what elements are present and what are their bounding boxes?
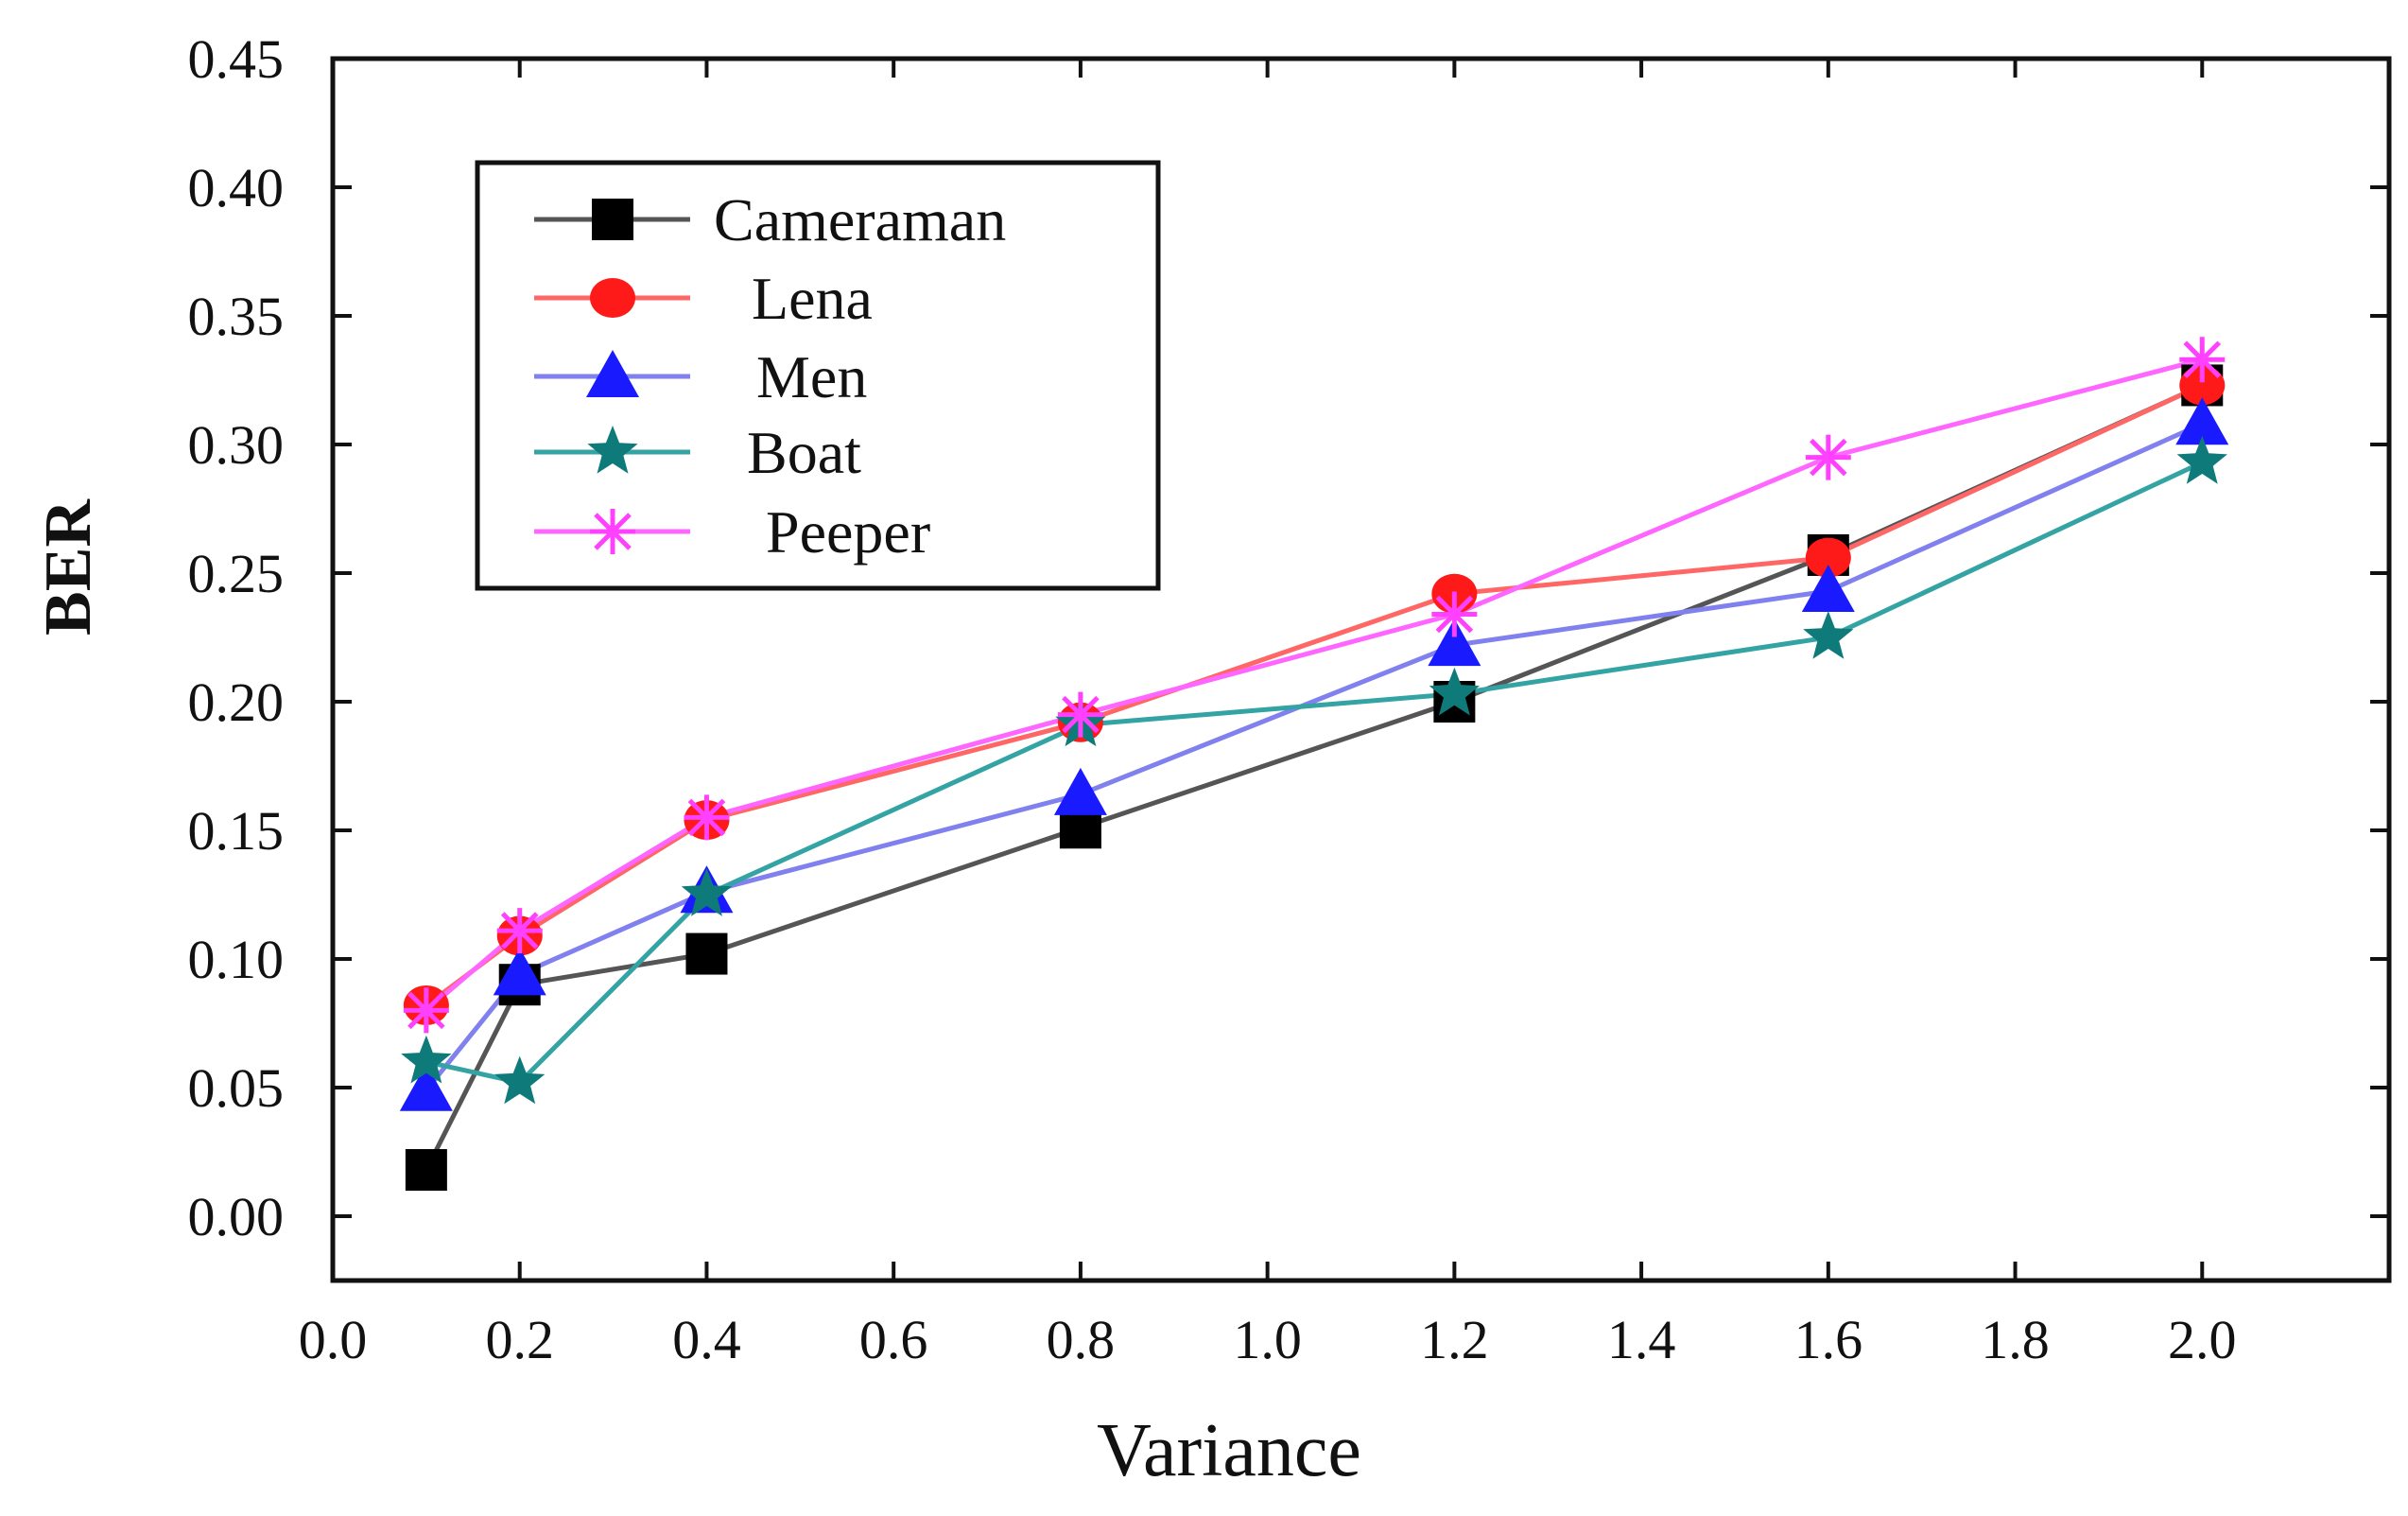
y-axis-title: BER: [32, 498, 105, 636]
legend-item-cameraman: Cameraman: [534, 186, 1006, 253]
legend-label: Men: [756, 343, 867, 410]
data-point-peeper: [1431, 591, 1478, 637]
legend: Cameraman Lena Men Boat Peeper: [475, 160, 1161, 591]
legend-item-boat: Boat: [534, 419, 861, 486]
y-tick-label: 0.15: [188, 800, 285, 862]
data-point-boat: [1429, 667, 1480, 716]
data-point-boat: [681, 868, 733, 916]
x-tick-label: 0.2: [485, 1309, 554, 1370]
data-point-peeper: [684, 794, 730, 841]
plot-frame: [330, 56, 2392, 1283]
legend-swatch-marker: [590, 509, 635, 554]
data-point-boat: [2176, 436, 2227, 484]
legend-item-peeper: Peeper: [534, 498, 930, 566]
data-point-men: [399, 1063, 453, 1111]
data-point-cameraman: [405, 1149, 447, 1192]
data-point-lena: [1805, 537, 1851, 578]
legend-label: Peeper: [766, 498, 930, 566]
legend-swatch-marker: [590, 278, 635, 318]
legend-swatch-marker: [587, 426, 638, 474]
legend-label: Lena: [752, 265, 873, 332]
y-tick-label: 0.20: [188, 671, 285, 733]
x-tick-label: 2.0: [2168, 1309, 2237, 1370]
data-point-boat: [494, 1055, 546, 1105]
legend-label: Cameraman: [714, 186, 1006, 253]
ticks: 0.0 0.2 0.4 0.6 0.8 1.0 1.2 1.4 1.6 1.8 2.0 0.00 0.0…: [188, 28, 2389, 1370]
y-tick-label: 0.35: [188, 286, 285, 347]
x-tick-label: 0.8: [1047, 1309, 1116, 1370]
data-point-peeper: [1057, 691, 1103, 738]
data-point-boat: [1803, 611, 1854, 659]
x-tick-label: 0.0: [299, 1309, 368, 1370]
data-point-boat: [401, 1035, 452, 1084]
x-tick-label: 1.8: [1981, 1309, 2050, 1370]
y-tick-label: 0.30: [188, 414, 285, 476]
data-point-peeper: [1805, 434, 1851, 480]
series-markers: [399, 337, 2229, 1192]
y-tick-label: 0.40: [188, 157, 285, 218]
y-tick-label: 0.10: [188, 929, 285, 990]
data-point-peeper: [403, 987, 449, 1034]
data-point-men: [1428, 619, 1481, 667]
data-point-cameraman: [685, 932, 728, 975]
y-tick-label: 0.00: [188, 1186, 285, 1247]
data-point-peeper: [2179, 337, 2226, 383]
y-tick-label: 0.05: [188, 1057, 285, 1119]
y-tick-label: 0.25: [188, 543, 285, 604]
data-point-lena: [2179, 365, 2226, 406]
x-axis-title: Variance: [1097, 1409, 1361, 1492]
data-point-peeper: [496, 908, 543, 954]
x-tick-label: 1.6: [1794, 1309, 1863, 1370]
legend-item-men: Men: [534, 343, 867, 410]
legend-label: Boat: [747, 419, 861, 486]
x-tick-label: 1.4: [1607, 1309, 1676, 1370]
legend-swatch-marker: [592, 199, 633, 240]
x-tick-label: 0.4: [672, 1309, 741, 1370]
data-point-men: [2175, 397, 2229, 445]
data-point-men: [1053, 767, 1107, 815]
y-tick-label: 0.45: [188, 28, 285, 90]
data-point-men: [493, 948, 546, 996]
legend-swatch-marker: [586, 350, 639, 397]
x-tick-label: 1.2: [1420, 1309, 1489, 1370]
legend-item-lena: Lena: [534, 265, 873, 332]
x-tick-label: 0.6: [859, 1309, 928, 1370]
x-tick-label: 1.0: [1233, 1309, 1302, 1370]
legend-items: Cameraman Lena Men Boat Peeper: [534, 186, 1006, 566]
data-point-men: [1801, 565, 1855, 613]
